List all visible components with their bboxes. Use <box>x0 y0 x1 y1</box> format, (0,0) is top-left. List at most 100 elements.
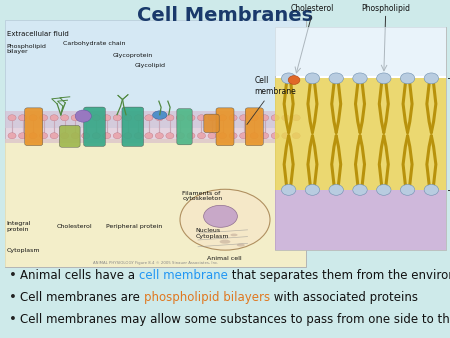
Circle shape <box>145 133 153 139</box>
FancyBboxPatch shape <box>84 107 105 146</box>
Circle shape <box>40 133 48 139</box>
Circle shape <box>145 115 153 121</box>
Text: Extracellular fluid: Extracellular fluid <box>7 31 68 37</box>
Ellipse shape <box>220 240 230 244</box>
Circle shape <box>400 185 415 195</box>
Text: Glycoprotein: Glycoprotein <box>112 53 153 58</box>
Text: Cholesterol: Cholesterol <box>290 4 334 13</box>
Bar <box>4 111 306 143</box>
Text: Nucleus
Cytoplasm: Nucleus Cytoplasm <box>196 228 229 239</box>
Ellipse shape <box>203 206 238 227</box>
Circle shape <box>8 115 16 121</box>
Text: •: • <box>9 291 17 304</box>
Circle shape <box>81 115 90 121</box>
Circle shape <box>155 133 163 139</box>
Circle shape <box>103 133 111 139</box>
Text: Phospholipid: Phospholipid <box>361 4 410 13</box>
Text: Animal cell: Animal cell <box>207 256 242 261</box>
Ellipse shape <box>180 189 270 250</box>
Circle shape <box>229 133 237 139</box>
Circle shape <box>292 115 300 121</box>
Bar <box>274 190 446 250</box>
Circle shape <box>187 115 195 121</box>
Circle shape <box>134 115 142 121</box>
Text: •: • <box>9 313 17 326</box>
Text: •: • <box>9 269 17 282</box>
Text: Cell membranes are: Cell membranes are <box>20 291 144 304</box>
Circle shape <box>250 115 258 121</box>
Text: Cell
membrane: Cell membrane <box>247 76 296 124</box>
Circle shape <box>81 133 90 139</box>
Text: Animal cells have a: Animal cells have a <box>20 269 139 282</box>
Circle shape <box>29 115 37 121</box>
Circle shape <box>400 73 415 84</box>
Circle shape <box>198 115 206 121</box>
Circle shape <box>424 73 439 84</box>
Bar <box>4 20 306 267</box>
Text: Cholesterol: Cholesterol <box>56 224 92 229</box>
Circle shape <box>329 73 343 84</box>
Circle shape <box>250 133 258 139</box>
Text: Peripheral protein: Peripheral protein <box>106 224 162 229</box>
FancyBboxPatch shape <box>216 108 234 146</box>
Bar <box>4 139 306 267</box>
Circle shape <box>208 133 216 139</box>
Bar <box>274 78 446 190</box>
Circle shape <box>75 110 91 122</box>
FancyBboxPatch shape <box>245 108 263 146</box>
Circle shape <box>61 115 69 121</box>
Ellipse shape <box>153 111 167 119</box>
Circle shape <box>40 115 48 121</box>
Text: phospholipid bilayers: phospholipid bilayers <box>144 291 270 304</box>
Circle shape <box>176 133 184 139</box>
Circle shape <box>166 133 174 139</box>
Circle shape <box>239 133 248 139</box>
Circle shape <box>282 115 290 121</box>
Circle shape <box>92 133 100 139</box>
Circle shape <box>282 133 290 139</box>
Circle shape <box>71 133 79 139</box>
Text: Phospholipid
bilayer: Phospholipid bilayer <box>7 44 47 54</box>
Text: that separates them from the environment: that separates them from the environment <box>228 269 450 282</box>
Circle shape <box>288 76 300 84</box>
Circle shape <box>113 133 122 139</box>
Circle shape <box>305 185 320 195</box>
Circle shape <box>134 133 142 139</box>
Ellipse shape <box>230 234 238 236</box>
Circle shape <box>261 115 269 121</box>
FancyBboxPatch shape <box>204 114 219 132</box>
Circle shape <box>92 115 100 121</box>
Circle shape <box>261 133 269 139</box>
Text: Carbohydrate chain: Carbohydrate chain <box>63 42 126 46</box>
Circle shape <box>50 115 58 121</box>
FancyBboxPatch shape <box>59 125 80 147</box>
Circle shape <box>198 133 206 139</box>
Circle shape <box>18 133 27 139</box>
Circle shape <box>61 133 69 139</box>
Circle shape <box>155 115 163 121</box>
Circle shape <box>124 133 132 139</box>
Bar <box>4 20 306 128</box>
FancyBboxPatch shape <box>177 109 192 145</box>
Text: with associated proteins: with associated proteins <box>270 291 418 304</box>
Circle shape <box>219 115 227 121</box>
Circle shape <box>271 115 279 121</box>
Circle shape <box>353 185 367 195</box>
Circle shape <box>281 73 296 84</box>
Circle shape <box>50 133 58 139</box>
Ellipse shape <box>237 243 245 247</box>
Circle shape <box>281 185 296 195</box>
Circle shape <box>229 115 237 121</box>
Circle shape <box>353 73 367 84</box>
Circle shape <box>377 185 391 195</box>
Text: Integral
protein: Integral protein <box>7 221 31 232</box>
Bar <box>274 27 446 76</box>
Text: ANIMAL PHYSIOLOGY Figure 8.4 © 2005 Sinauer Associates, Inc.: ANIMAL PHYSIOLOGY Figure 8.4 © 2005 Sina… <box>93 261 218 265</box>
Circle shape <box>239 115 248 121</box>
Circle shape <box>377 73 391 84</box>
Text: Glycolipid: Glycolipid <box>135 64 166 68</box>
Circle shape <box>187 133 195 139</box>
FancyBboxPatch shape <box>122 107 144 146</box>
Circle shape <box>271 133 279 139</box>
Text: Cell Membranes: Cell Membranes <box>137 6 313 25</box>
